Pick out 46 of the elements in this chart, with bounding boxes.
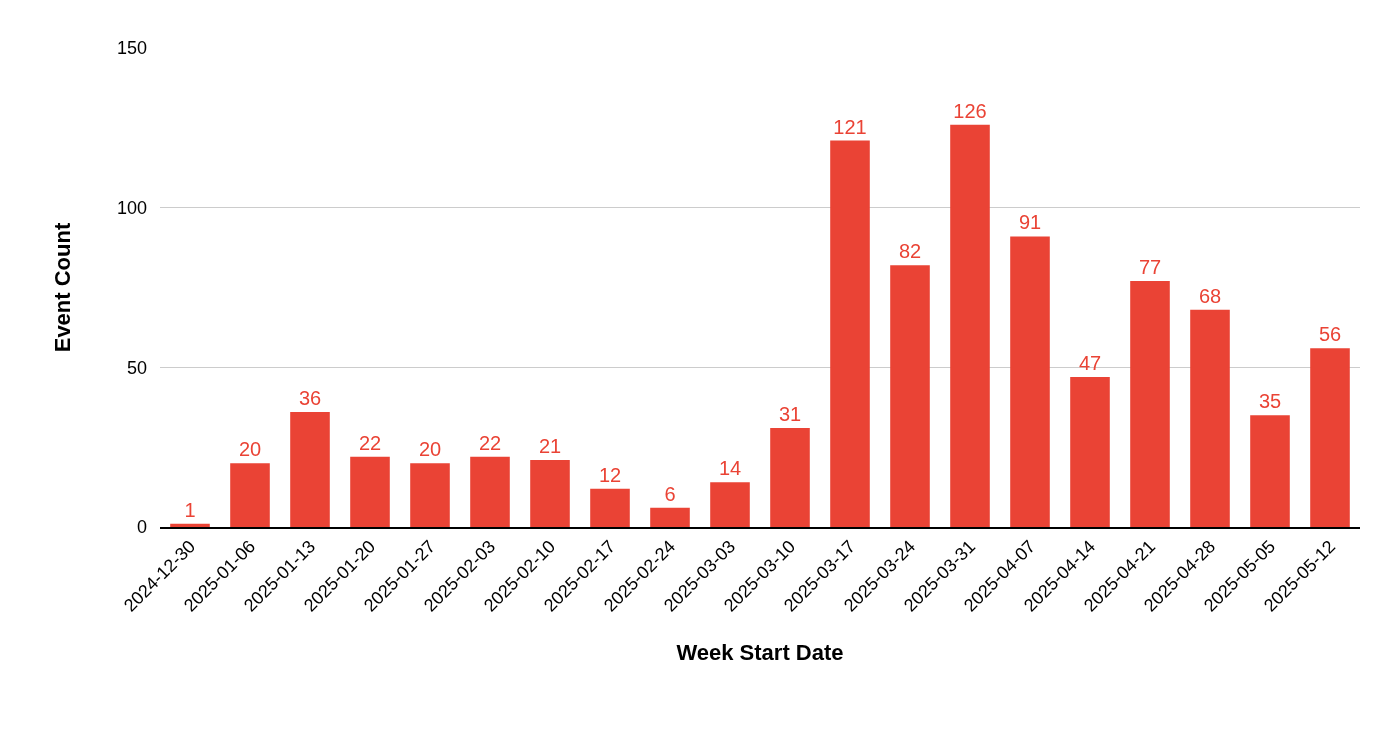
data-label: 35 — [1258, 390, 1282, 413]
data-label: 77 — [1138, 256, 1162, 279]
data-label: 47 — [1078, 351, 1102, 374]
y-tick-label: 100 — [116, 197, 147, 218]
bar — [770, 428, 810, 527]
bar — [350, 456, 390, 527]
bar — [410, 463, 450, 527]
data-label: 20 — [418, 438, 442, 461]
y-tick-label: 0 — [136, 517, 147, 538]
bar — [1010, 236, 1050, 527]
data-label: 14 — [718, 457, 742, 480]
data-label: 68 — [1198, 284, 1222, 307]
x-axis-title: Week Start Date — [676, 640, 844, 666]
data-label: 91 — [1018, 211, 1042, 234]
bar — [1310, 348, 1350, 527]
bar — [230, 463, 270, 527]
data-label: 12 — [598, 463, 622, 486]
bar — [890, 265, 930, 527]
data-label: 6 — [664, 482, 676, 505]
bar — [530, 459, 570, 527]
data-label: 21 — [538, 434, 562, 457]
data-label: 36 — [298, 387, 322, 410]
data-label: 22 — [478, 431, 502, 454]
y-tick-label: 150 — [116, 38, 147, 59]
bar — [590, 488, 630, 527]
bar — [710, 482, 750, 527]
bar — [650, 507, 690, 527]
bar — [950, 124, 990, 527]
bar — [170, 523, 210, 527]
data-label: 20 — [238, 438, 262, 461]
y-tick-label: 50 — [126, 357, 147, 378]
data-label: 82 — [898, 240, 922, 263]
bar — [1250, 415, 1290, 527]
bar — [1130, 281, 1170, 527]
y-axis-title: Event Count — [49, 222, 75, 353]
bar — [470, 456, 510, 527]
bar — [1070, 376, 1110, 527]
data-label: 121 — [833, 115, 867, 138]
data-label: 56 — [1318, 323, 1342, 346]
bar — [290, 412, 330, 527]
bar — [1190, 309, 1230, 527]
data-label: 126 — [953, 99, 987, 122]
bar — [830, 140, 870, 527]
data-label: 31 — [778, 403, 802, 426]
data-label: 22 — [358, 431, 382, 454]
data-label: 1 — [184, 498, 196, 521]
